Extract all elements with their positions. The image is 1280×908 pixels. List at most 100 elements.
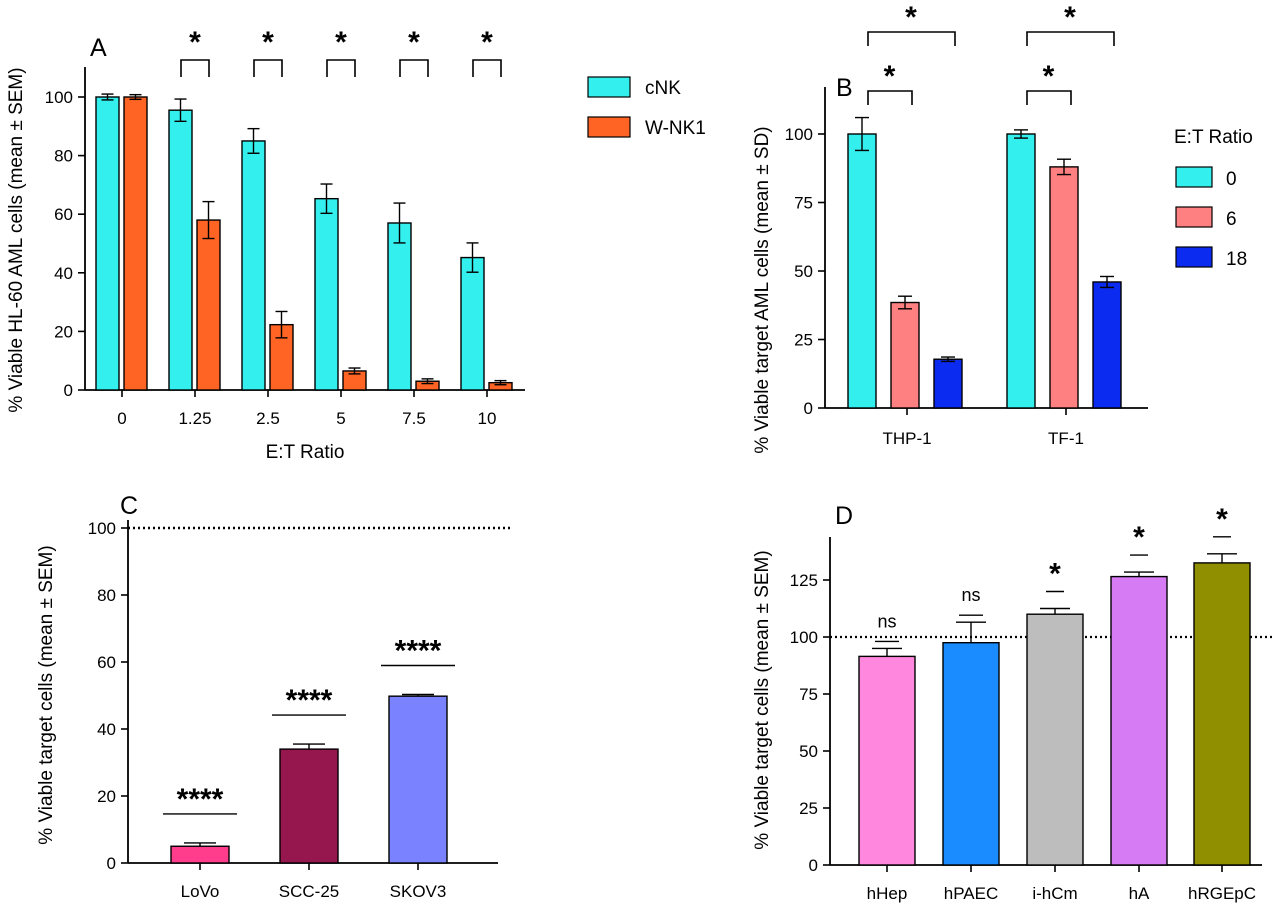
legend-label: 18 (1226, 249, 1247, 270)
bar-et-0 (1006, 133, 1036, 409)
y-tick-label: 20 (97, 787, 116, 806)
error-bar (1040, 607, 1070, 615)
panel-letter: C (120, 492, 138, 520)
significance-star: * (189, 26, 201, 59)
legend-swatch (1175, 246, 1213, 268)
significance-star: * (1043, 60, 1055, 93)
error-bar (466, 242, 479, 273)
error-bar (898, 295, 912, 310)
x-tick-label: 7.5 (402, 409, 426, 428)
significance-label: ns (877, 611, 896, 631)
bar-cnk (387, 222, 412, 391)
bar-et-6 (1049, 166, 1079, 409)
error-bar (855, 116, 869, 152)
x-tick-label: SKOV3 (390, 882, 447, 901)
bar (279, 748, 339, 864)
x-axis-title: E:T Ratio (266, 442, 345, 463)
significance-label: **** (286, 684, 333, 717)
y-tick-label: 100 (45, 88, 73, 107)
error-bar (421, 378, 434, 385)
significance-star: * (1064, 1, 1076, 34)
bar (1026, 613, 1084, 866)
error-bar (275, 310, 288, 339)
bar-et-6 (890, 301, 920, 409)
panel-letter: A (90, 34, 107, 62)
legend-label: W-NK1 (645, 118, 706, 139)
significance-bracket (326, 59, 356, 77)
error-bar (1124, 571, 1154, 577)
error-bar (320, 183, 333, 215)
x-tick-label: hPAEC (944, 884, 999, 903)
y-tick-label: 25 (794, 331, 813, 350)
error-bar (393, 202, 406, 244)
bar (1193, 562, 1251, 866)
y-axis-title: % Viable HL-60 AML cells (mean ± SEM) (6, 67, 27, 412)
bar (858, 655, 916, 866)
significance-star: * (905, 1, 917, 34)
significance-label: * (1133, 521, 1145, 554)
significance-star: * (481, 26, 493, 59)
bar-et-18 (1092, 281, 1122, 409)
legend-label: 0 (1226, 169, 1237, 190)
bar-et-18 (933, 358, 963, 409)
error-bar (174, 98, 187, 123)
bar-w-nk1 (123, 96, 148, 391)
y-tick-label: 75 (794, 194, 813, 213)
legend-label: 6 (1226, 209, 1237, 230)
error-bar (1014, 129, 1028, 139)
legend-title: E:T Ratio (1174, 127, 1253, 148)
x-tick-label: hHep (867, 884, 908, 903)
significance-star: * (408, 26, 420, 59)
x-tick-label: THP-1 (882, 429, 931, 448)
x-tick-label: 0 (117, 409, 126, 428)
x-tick-label: 5 (336, 409, 345, 428)
y-axis-title: % Viable target AML cells (mean ± SD) (752, 126, 773, 453)
x-tick-label: i-hCm (1032, 884, 1077, 903)
error-bar (1057, 158, 1071, 176)
legend-label: cNK (645, 78, 681, 99)
significance-star: * (262, 26, 274, 59)
panel-d: D 0 25 50 75 100 125 % Viable target cells (mea… (752, 502, 1272, 903)
legend-swatch (1175, 166, 1213, 188)
y-tick-label: 20 (54, 322, 73, 341)
panel-letter: B (836, 74, 853, 102)
x-tick-label: hA (1129, 884, 1150, 903)
y-tick-label: 100 (790, 628, 818, 647)
y-tick-label: 50 (794, 262, 813, 281)
y-tick-label: 75 (799, 685, 818, 704)
significance-bracket (867, 31, 956, 46)
error-bar (348, 367, 361, 375)
significance-label: * (1216, 503, 1228, 536)
significance-label: **** (177, 783, 224, 816)
error-bar (129, 93, 142, 101)
significance-bracket (1026, 31, 1115, 46)
y-tick-label: 50 (799, 742, 818, 761)
bar-w-nk1 (196, 219, 221, 391)
y-tick-label: 100 (88, 519, 116, 538)
panel-letter: D (835, 502, 853, 530)
x-tick-label: 1.25 (178, 409, 211, 428)
y-tick-label: 25 (799, 799, 818, 818)
significance-bracket (180, 59, 210, 77)
y-tick-label: 60 (54, 205, 73, 224)
y-tick-label: 40 (54, 264, 73, 283)
panel-a: A 0 20 40 60 80 100 % Viable HL-60 AML cells (m… (6, 26, 706, 463)
error-bar (184, 842, 216, 847)
error-bar (1207, 553, 1237, 563)
significance-label: ns (961, 585, 980, 605)
bar (170, 845, 230, 864)
legend-swatch (587, 76, 631, 98)
x-tick-label: TF-1 (1048, 429, 1084, 448)
error-bar (956, 621, 986, 643)
significance-bracket (253, 59, 283, 77)
y-tick-label: 0 (107, 854, 116, 873)
bar (388, 695, 448, 864)
bar-et-0 (847, 133, 877, 409)
x-tick-label: 2.5 (256, 409, 280, 428)
y-tick-label: 80 (54, 147, 73, 166)
bar-cnk (241, 140, 266, 391)
y-axis-title: % Viable target cells (mean ± SEM) (752, 550, 773, 849)
y-tick-label: 60 (97, 653, 116, 672)
error-bar (402, 693, 434, 697)
